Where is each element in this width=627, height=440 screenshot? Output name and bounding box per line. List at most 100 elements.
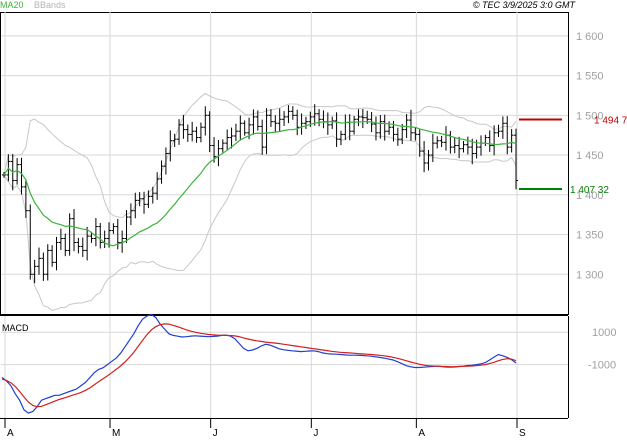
ohlc-bar — [255, 110, 260, 131]
ohlc-bar — [133, 192, 138, 219]
price-panel-frame — [0, 12, 569, 315]
ohlc-bar — [356, 109, 361, 127]
price-tick-label: 1 450 — [576, 150, 604, 162]
price-tick-label: 1 500 — [576, 110, 604, 122]
signal-line — [1, 323, 517, 408]
ohlc-bar — [168, 130, 173, 162]
ohlc-bar — [413, 127, 418, 141]
ohlc-bar — [146, 190, 151, 208]
ohlc-bar — [238, 115, 243, 140]
legend-ma20: MA20 — [0, 0, 24, 10]
ohlc-bar — [212, 137, 217, 163]
time-tick-label: A — [418, 428, 425, 439]
ohlc-bar — [15, 158, 20, 185]
ohlc-bar — [330, 116, 335, 130]
price-tick-label: 1 600 — [576, 31, 604, 43]
ohlc-bar — [19, 157, 24, 195]
ohlc-bar — [470, 138, 475, 165]
ohlc-bar — [194, 126, 199, 143]
ohlc-bar — [50, 245, 55, 267]
ohlc-bar — [137, 192, 142, 207]
ohlc-bar — [181, 114, 186, 139]
ohlc-bar — [395, 127, 400, 146]
ohlc-bar — [225, 129, 230, 151]
ohlc-bar — [177, 119, 182, 145]
ohlc-bar — [93, 217, 98, 247]
ohlc-bar — [496, 124, 501, 137]
ohlc-bar — [45, 244, 50, 281]
ohlc-bar — [457, 136, 462, 159]
ohlc-bar — [268, 109, 273, 128]
macd-title: MACD — [2, 323, 29, 333]
legend: MA20 BBands — [0, 0, 74, 11]
ohlc-bar — [500, 116, 505, 139]
ma20-line — [3, 120, 517, 247]
ohlc-bar — [85, 226, 90, 261]
ohlc-bar — [439, 135, 444, 148]
resistance-label: 1 494 79 — [594, 115, 627, 126]
ohlc-bar — [216, 139, 221, 167]
ohlc-bar — [443, 126, 448, 151]
ohlc-bar — [264, 108, 269, 155]
ohlc-bar — [286, 105, 291, 124]
ohlc-bar — [124, 210, 129, 244]
ohlc-bar — [435, 136, 440, 149]
ohlc-bar — [32, 259, 37, 284]
ohlc-bar — [220, 139, 225, 153]
ohlc-bar — [382, 114, 387, 141]
ohlc-bar — [58, 228, 63, 250]
support-label: 1 407 32 — [570, 185, 609, 196]
ohlc-bar — [54, 236, 59, 271]
ohlc-bar — [251, 109, 256, 135]
bollinger-lower-line — [3, 134, 517, 312]
time-tick-label: A — [7, 428, 14, 439]
macd-line — [1, 313, 517, 414]
ohlc-bar — [98, 222, 103, 249]
ohlc-bar — [430, 133, 435, 163]
ohlc-bar — [417, 128, 422, 157]
ohlc-bar — [159, 160, 164, 184]
price-tick-label: 1 550 — [576, 71, 604, 83]
ohlc-bar — [317, 109, 322, 127]
ohlc-bar — [505, 116, 510, 155]
ohlc-bar — [111, 223, 116, 234]
ohlc-bar — [483, 134, 488, 146]
ohlc-bar — [352, 115, 357, 135]
ohlc-bar — [465, 136, 470, 155]
ohlc-bar — [155, 172, 160, 200]
ohlc-bar — [67, 213, 72, 256]
ohlc-bar — [198, 122, 203, 143]
ohlc-bar — [80, 237, 85, 257]
ohlc-bar — [163, 147, 168, 175]
bollinger-upper-line — [3, 92, 517, 219]
ohlc-bar — [23, 179, 28, 218]
price-tick-label: 1 350 — [576, 230, 604, 242]
ohlc-bar — [360, 108, 365, 129]
ohlc-bar — [509, 128, 514, 153]
ohlc-bar — [233, 123, 238, 142]
ohlc-bar — [334, 112, 339, 147]
ohlc-bar — [128, 203, 133, 226]
ohlc-bar — [63, 233, 68, 257]
ohlc-bar — [303, 116, 308, 129]
ohlc-bar — [282, 111, 287, 126]
macd-tick-label: 1000 — [592, 327, 616, 339]
ohlc-bar — [142, 191, 147, 214]
legend-bbands: BBands — [34, 0, 66, 10]
ohlc-bar — [190, 121, 195, 142]
ohlc-bar — [343, 114, 348, 140]
ohlc-bar — [72, 209, 77, 252]
ohlc-bar — [492, 125, 497, 156]
time-tick-label: S — [519, 428, 526, 439]
ohlc-bar — [478, 135, 483, 156]
ohlc-bar — [185, 124, 190, 142]
ohlc-bar — [37, 247, 42, 275]
time-tick-label: M — [112, 428, 120, 439]
ohlc-bar — [422, 141, 427, 173]
ohlc-bar — [400, 123, 405, 145]
ohlc-bar — [150, 186, 155, 204]
price-tick-label: 1 400 — [576, 190, 604, 202]
time-tick-label: J — [213, 428, 218, 439]
